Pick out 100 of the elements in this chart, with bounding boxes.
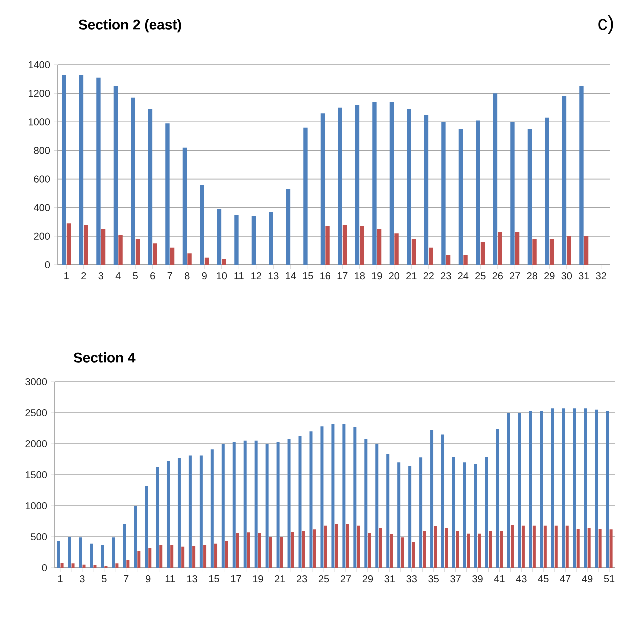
bar [588,528,591,568]
x-tick-label: 23 [297,576,308,583]
bar [346,524,350,568]
bar [446,255,451,266]
bar [515,232,520,266]
y-tick-label: 3000 [26,378,48,386]
x-tick-label: 21 [406,272,417,280]
bar [114,86,118,266]
x-tick-label: 25 [318,576,330,583]
y-tick-label: 800 [34,147,50,154]
x-tick-label: 47 [560,576,571,582]
bar [510,122,515,266]
x-tick-label: 20 [389,272,400,280]
bar [412,542,416,568]
x-tick-label: 14 [286,272,296,280]
bar [148,109,153,266]
x-tick-label: 15 [303,272,314,280]
bar [304,128,308,266]
bar [252,216,256,266]
bar [96,78,101,266]
bar [156,466,160,568]
bar [326,226,330,266]
text: c) [598,16,614,34]
bar [280,537,284,568]
bar [452,457,456,568]
bar [82,564,86,568]
y-tick-label: 2000 [26,440,48,448]
bar [153,244,158,266]
x-tick-label: 49 [582,576,593,583]
bar [610,530,613,568]
bar [562,408,566,568]
bar [62,75,66,266]
bar [302,531,306,568]
bar [204,258,210,266]
bar [118,235,123,266]
bar [372,102,377,266]
bar [342,424,346,568]
x-tick-label: 4 [116,272,121,280]
x-tick-label: 5 [133,272,138,280]
bar [66,224,72,266]
bar [540,411,544,568]
bar [394,234,399,266]
bar [166,461,170,568]
bar [200,185,204,266]
bar [182,148,188,266]
bar [442,434,445,568]
bar [424,115,429,266]
bar [554,526,558,568]
bar [188,456,192,568]
x-tick-label: 39 [472,576,483,583]
x-tick-label: 1 [58,576,63,582]
bar [580,86,584,266]
bar [68,537,72,568]
x-tick-label: 45 [538,576,549,583]
y-tick-label: 500 [31,533,48,541]
bar [188,254,192,266]
bar [412,239,416,266]
bar [498,232,502,266]
chart-title: Section 2 (east) [78,20,182,33]
x-tick-label: 22 [424,272,434,280]
x-tick-label: 9 [202,272,207,280]
x-tick-label: 17 [231,576,242,582]
bar [244,440,247,568]
bar [390,102,394,266]
x-tick-label: 51 [604,576,615,583]
x-tick-label: 13 [268,272,279,280]
bar [550,239,554,266]
x-tick-label: 12 [252,272,262,280]
bar [338,108,342,266]
bar [57,541,60,568]
bar [182,546,185,568]
y-tick-label: 0 [45,261,50,269]
x-tick-label: 32 [596,272,606,280]
bar [234,215,239,266]
bar [377,229,382,266]
y-tick-label: 1200 [28,90,50,98]
x-tick-label: 29 [544,272,555,280]
bar [101,545,104,568]
x-tick-label: 10 [217,272,228,280]
bar [254,440,258,568]
bar [458,129,464,266]
bar [170,545,174,568]
bar [456,531,460,568]
x-tick-label: 21 [275,576,286,583]
y-tick-label: 2500 [26,409,48,417]
bar [398,462,401,568]
bar [478,534,482,568]
x-tick-label: 2 [82,272,86,280]
chart-title: Section 4 [74,352,136,363]
bar [236,533,240,568]
bar [148,548,152,568]
bar [79,75,84,266]
bar [94,566,97,568]
x-tick-label: 27 [510,272,520,280]
bar [192,546,196,568]
bar [232,442,236,568]
x-tick-label: 24 [458,272,469,280]
bar [566,526,569,568]
bar [467,534,470,568]
bar [286,189,291,266]
